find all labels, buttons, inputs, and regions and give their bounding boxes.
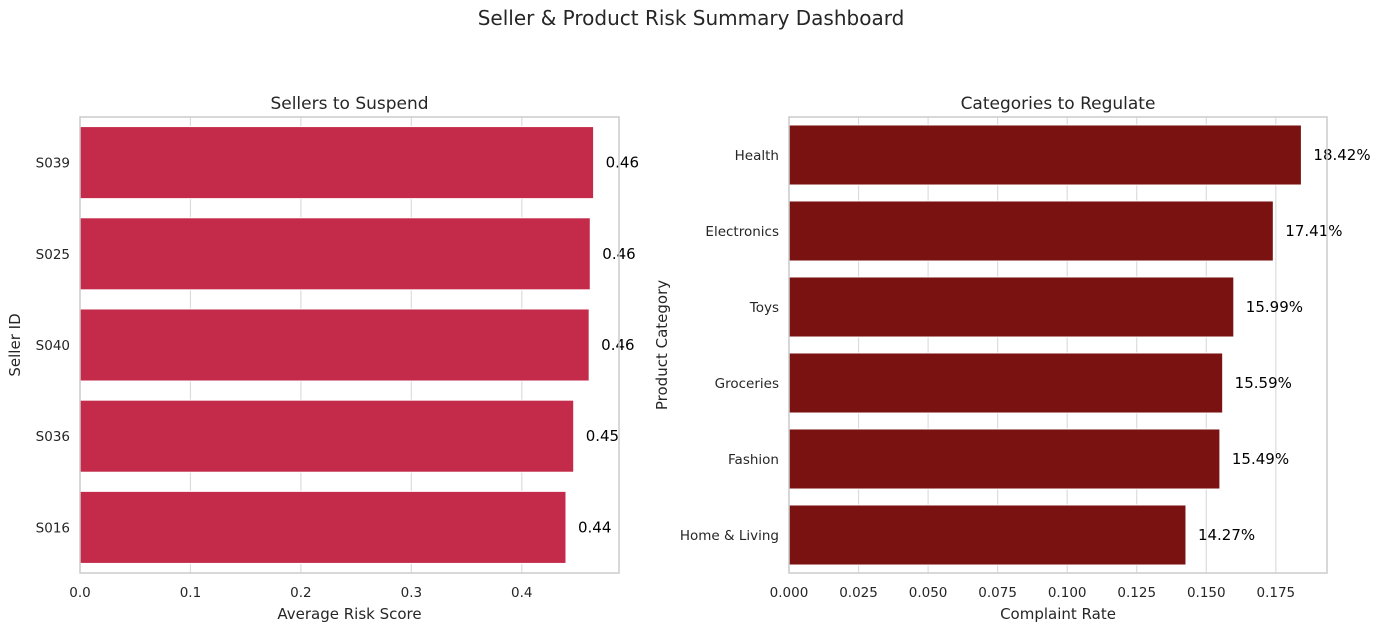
dashboard-title: Seller & Product Risk Summary Dashboard [477, 6, 905, 30]
x-tick-label: 0.150 [1187, 585, 1226, 601]
data-label: 0.44 [578, 518, 611, 536]
data-label: 15.99% [1246, 298, 1303, 316]
categories-chart: 18.42% Health 17.41% Electronics 15.99% Toys 1… [653, 94, 1371, 623]
bar-home-living [788, 504, 1187, 566]
y-axis-label: Seller ID [6, 313, 24, 376]
bar-s036 [79, 399, 575, 473]
y-tick-label: S025 [36, 247, 70, 263]
bar-electronics [788, 200, 1274, 262]
y-tick-label: Toys [749, 300, 779, 316]
x-tick-label: 0.175 [1256, 585, 1295, 601]
data-label: 17.41% [1285, 222, 1342, 240]
y-tick-label: Electronics [705, 224, 779, 240]
bar-health [788, 124, 1302, 186]
bar-s016 [79, 490, 567, 564]
plot-frame [79, 116, 620, 574]
bar-s025 [79, 217, 591, 291]
data-label: 15.49% [1232, 450, 1289, 468]
sellers-chart: 0.46S0390.46S0250.46S0400.45S0360.44S016… [6, 94, 639, 623]
y-axis-label: Product Category [653, 280, 671, 410]
bar-s040 [79, 308, 590, 382]
x-tick-label: 0.100 [1048, 585, 1087, 601]
y-tick-label: Groceries [715, 376, 779, 392]
x-tick-label: 0.2 [290, 585, 311, 601]
chart-title: Sellers to Suspend [270, 94, 428, 114]
x-tick-label: 0.1 [180, 585, 201, 601]
chart-title: Categories to Regulate [961, 94, 1156, 114]
data-label: 0.46 [601, 336, 634, 354]
y-tick-label: S040 [36, 338, 70, 354]
plot-frame [788, 116, 1328, 574]
x-tick-label: 0.050 [909, 585, 948, 601]
bar-groceries [788, 352, 1224, 414]
data-label: 15.59% [1235, 374, 1292, 392]
data-label: 0.45 [586, 427, 619, 445]
bar-fashion [788, 428, 1221, 490]
y-tick-label: S016 [36, 520, 70, 536]
x-tick-label: 0.025 [839, 585, 878, 601]
data-label: 18.42% [1313, 146, 1370, 164]
y-tick-label: Health [735, 148, 779, 164]
data-label: 0.46 [606, 154, 639, 172]
y-tick-label: S039 [36, 156, 70, 172]
bar-toys [788, 276, 1235, 338]
bar-s039 [79, 126, 595, 200]
y-tick-label: Home & Living [680, 528, 779, 544]
x-axis-label: Complaint Rate [1000, 605, 1116, 623]
x-axis-label: Average Risk Score [277, 605, 421, 623]
x-tick-label: 0.075 [978, 585, 1017, 601]
y-tick-label: Fashion [728, 452, 779, 468]
x-tick-label: 0.125 [1117, 585, 1156, 601]
x-tick-label: 0.0 [69, 585, 90, 601]
x-tick-label: 0.3 [401, 585, 422, 601]
y-tick-label: S036 [36, 429, 70, 445]
x-tick-label: 0.4 [511, 585, 532, 601]
x-tick-label: 0.000 [770, 585, 809, 601]
data-label: 14.27% [1198, 526, 1255, 544]
